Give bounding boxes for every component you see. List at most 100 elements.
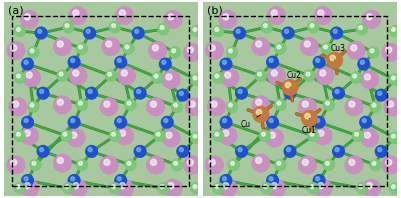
Circle shape bbox=[37, 87, 49, 99]
Circle shape bbox=[18, 134, 20, 137]
Circle shape bbox=[358, 25, 366, 33]
Circle shape bbox=[15, 131, 24, 141]
Circle shape bbox=[163, 118, 170, 126]
Circle shape bbox=[213, 183, 224, 194]
Circle shape bbox=[172, 49, 177, 55]
Circle shape bbox=[165, 12, 180, 27]
Circle shape bbox=[275, 99, 286, 110]
Circle shape bbox=[277, 45, 281, 49]
Circle shape bbox=[25, 132, 32, 138]
Circle shape bbox=[59, 43, 64, 48]
Circle shape bbox=[330, 56, 338, 64]
Circle shape bbox=[372, 51, 373, 52]
Circle shape bbox=[322, 43, 332, 54]
Circle shape bbox=[154, 74, 158, 78]
Circle shape bbox=[306, 72, 310, 76]
Circle shape bbox=[89, 149, 92, 152]
Circle shape bbox=[136, 89, 144, 97]
Circle shape bbox=[267, 175, 278, 186]
Circle shape bbox=[356, 24, 367, 35]
Circle shape bbox=[255, 70, 266, 81]
Circle shape bbox=[119, 178, 122, 181]
Circle shape bbox=[311, 186, 314, 189]
Circle shape bbox=[308, 22, 318, 32]
Circle shape bbox=[302, 40, 316, 53]
Circle shape bbox=[30, 49, 34, 53]
Circle shape bbox=[55, 155, 70, 170]
Circle shape bbox=[378, 91, 382, 95]
Circle shape bbox=[314, 7, 332, 24]
Circle shape bbox=[179, 92, 185, 98]
Circle shape bbox=[287, 85, 291, 89]
Circle shape bbox=[12, 101, 19, 107]
Circle shape bbox=[367, 76, 371, 81]
Circle shape bbox=[119, 10, 126, 16]
Circle shape bbox=[286, 89, 294, 97]
Circle shape bbox=[16, 73, 24, 82]
Circle shape bbox=[70, 58, 77, 66]
Circle shape bbox=[163, 118, 171, 127]
Circle shape bbox=[213, 72, 224, 83]
Circle shape bbox=[265, 186, 267, 189]
Circle shape bbox=[127, 101, 131, 105]
Circle shape bbox=[328, 53, 341, 67]
Circle shape bbox=[316, 67, 334, 84]
Circle shape bbox=[275, 100, 285, 109]
Circle shape bbox=[73, 71, 82, 79]
Circle shape bbox=[357, 24, 367, 34]
Circle shape bbox=[220, 175, 232, 186]
Circle shape bbox=[360, 116, 371, 128]
Circle shape bbox=[261, 183, 272, 194]
Circle shape bbox=[271, 71, 280, 79]
Circle shape bbox=[367, 77, 369, 80]
Circle shape bbox=[191, 26, 202, 36]
Circle shape bbox=[163, 62, 166, 65]
Circle shape bbox=[308, 183, 319, 194]
Circle shape bbox=[119, 130, 126, 136]
Circle shape bbox=[211, 101, 221, 112]
Text: Cu: Cu bbox=[240, 114, 261, 129]
Circle shape bbox=[70, 8, 85, 23]
Circle shape bbox=[115, 56, 126, 68]
Circle shape bbox=[387, 101, 398, 112]
Circle shape bbox=[351, 104, 355, 108]
Circle shape bbox=[17, 133, 21, 137]
Circle shape bbox=[215, 133, 221, 138]
Circle shape bbox=[299, 98, 316, 115]
Circle shape bbox=[102, 100, 115, 113]
Circle shape bbox=[318, 183, 327, 192]
Circle shape bbox=[377, 147, 385, 156]
Circle shape bbox=[30, 49, 36, 55]
Circle shape bbox=[211, 101, 217, 107]
Circle shape bbox=[282, 27, 294, 39]
Circle shape bbox=[21, 11, 38, 28]
Circle shape bbox=[303, 112, 315, 124]
Circle shape bbox=[160, 26, 164, 30]
Circle shape bbox=[165, 132, 176, 143]
Circle shape bbox=[154, 46, 160, 53]
Circle shape bbox=[317, 178, 320, 181]
Circle shape bbox=[213, 130, 224, 141]
Circle shape bbox=[314, 117, 324, 127]
Circle shape bbox=[369, 16, 373, 21]
Circle shape bbox=[253, 107, 269, 122]
Circle shape bbox=[215, 74, 219, 78]
Circle shape bbox=[116, 118, 125, 127]
Circle shape bbox=[115, 117, 126, 127]
Circle shape bbox=[307, 116, 310, 119]
Circle shape bbox=[18, 76, 20, 78]
Circle shape bbox=[158, 134, 160, 136]
Circle shape bbox=[162, 116, 173, 128]
Circle shape bbox=[57, 41, 67, 51]
Circle shape bbox=[224, 132, 231, 138]
Circle shape bbox=[239, 149, 242, 152]
Circle shape bbox=[27, 186, 29, 188]
Circle shape bbox=[162, 60, 166, 64]
Circle shape bbox=[356, 24, 367, 35]
Circle shape bbox=[55, 97, 70, 112]
Circle shape bbox=[58, 71, 67, 80]
Circle shape bbox=[24, 61, 30, 67]
Circle shape bbox=[69, 67, 87, 84]
Circle shape bbox=[386, 47, 392, 53]
Circle shape bbox=[326, 162, 330, 167]
